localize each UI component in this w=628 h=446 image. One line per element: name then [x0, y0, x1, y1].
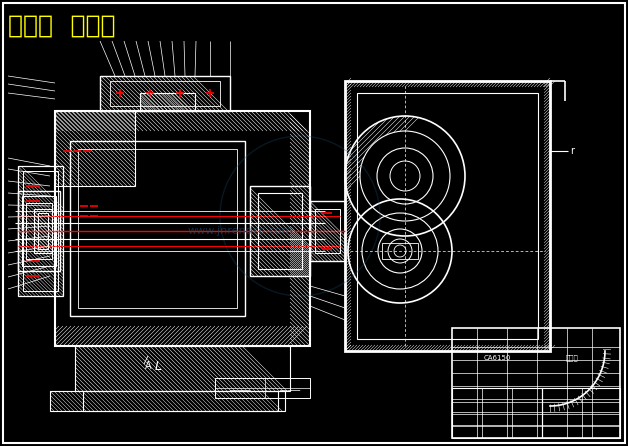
Bar: [18, 191, 60, 271]
Text: L: L: [154, 359, 161, 372]
Text: www.jnrendcc.com: www.jnrendcc.com: [187, 226, 293, 236]
Bar: [315, 209, 340, 253]
Text: A: A: [144, 361, 151, 371]
Bar: [310, 201, 345, 261]
Bar: [78, 149, 237, 308]
Text: r: r: [570, 146, 574, 156]
Bar: [26, 203, 52, 259]
Bar: [70, 141, 245, 316]
Bar: [452, 388, 542, 438]
Text: 主轴箱  零号图: 主轴箱 零号图: [8, 14, 116, 38]
Bar: [215, 378, 310, 398]
Bar: [250, 186, 310, 276]
Bar: [23, 171, 58, 291]
Bar: [34, 209, 52, 253]
Bar: [75, 346, 290, 391]
Bar: [100, 76, 230, 111]
Bar: [452, 328, 620, 438]
Bar: [38, 213, 48, 249]
Bar: [542, 388, 620, 438]
Text: 主轴箱: 主轴箱: [566, 355, 578, 361]
Bar: [345, 81, 550, 351]
Bar: [357, 93, 538, 339]
Bar: [382, 243, 418, 259]
Text: CA6150: CA6150: [484, 355, 511, 361]
Bar: [18, 166, 63, 296]
Bar: [258, 193, 302, 269]
Text: ─────: ─────: [229, 388, 251, 394]
Bar: [50, 391, 285, 411]
Bar: [55, 111, 310, 346]
Bar: [55, 111, 135, 186]
Bar: [140, 93, 195, 111]
Bar: [22, 196, 56, 266]
Text: ─────: ─────: [279, 388, 301, 394]
Bar: [110, 81, 220, 106]
Bar: [83, 391, 278, 411]
